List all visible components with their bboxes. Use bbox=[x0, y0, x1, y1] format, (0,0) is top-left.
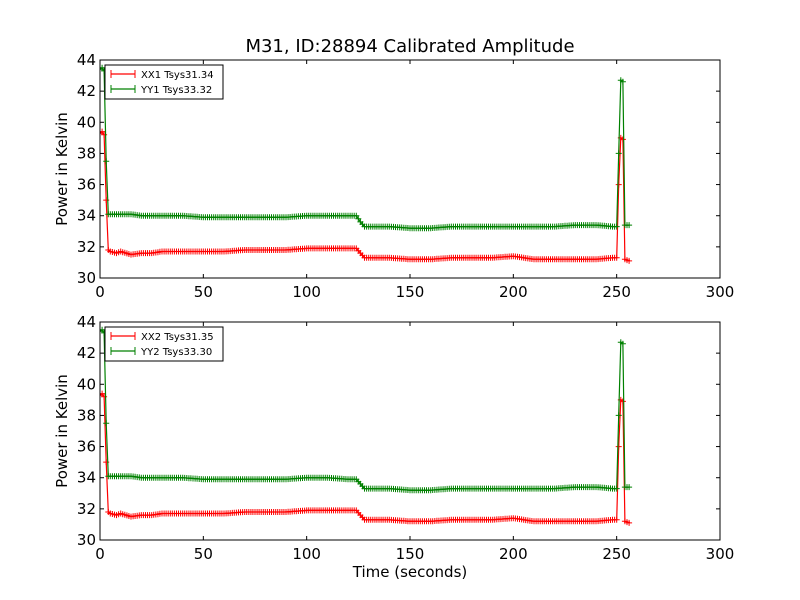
y-tick-label-1: 36 bbox=[77, 176, 96, 194]
legend-entry-xx1-label: XX1 Tsys31.34 bbox=[141, 70, 214, 81]
figure-title: M31, ID:28894 Calibrated Amplitude bbox=[245, 36, 574, 57]
series-yy2-markers bbox=[100, 326, 633, 494]
y-tick-label-2: 34 bbox=[77, 469, 96, 487]
legend-entry-yy1-label: YY1 Tsys33.32 bbox=[140, 85, 212, 96]
x-tick-label-1: 0 bbox=[95, 283, 105, 301]
y-tick-label-2: 40 bbox=[77, 375, 96, 393]
series-yy2-marker bbox=[103, 420, 110, 427]
series-xx1-marker bbox=[619, 136, 626, 143]
legend-entry-yy2-marker bbox=[110, 347, 136, 355]
legend-entry-yy1-marker bbox=[110, 85, 136, 93]
y-axis-label-1: Power in Kelvin bbox=[53, 112, 71, 226]
y-axis-label-2: Power in Kelvin bbox=[53, 374, 71, 488]
series-yy2-marker bbox=[619, 340, 626, 347]
series-xx1-marker bbox=[615, 181, 622, 188]
series-yy2-marker bbox=[626, 484, 633, 491]
plot-area-2 bbox=[100, 326, 633, 526]
legend-entry-xx2-marker bbox=[110, 332, 136, 340]
legend-entry-xx2-label: XX2 Tsys31.35 bbox=[141, 332, 214, 343]
y-tick-label-1: 34 bbox=[77, 207, 96, 225]
legend-box-1 bbox=[104, 64, 224, 100]
series-xx2-marker bbox=[619, 398, 626, 405]
series-yy1-marker bbox=[626, 222, 633, 229]
x-tick-label-1: 50 bbox=[194, 283, 213, 301]
y-tick-label-1: 38 bbox=[77, 144, 96, 162]
x-axis-1: 0 50 100 150 200 250 300 bbox=[95, 60, 734, 301]
series-yy1-marker bbox=[353, 212, 360, 219]
series-yy2-marker bbox=[613, 485, 620, 492]
series-yy1-marker bbox=[103, 158, 110, 165]
panels: 0 50 100 150 200 250 3003032343638404244Power … bbox=[53, 51, 734, 563]
x-tick-label-1: 150 bbox=[396, 283, 425, 301]
series-xx2-marker bbox=[613, 516, 620, 523]
plot-area-1 bbox=[100, 64, 633, 264]
series-xx2-marker bbox=[615, 443, 622, 450]
x-tick-label-1: 300 bbox=[706, 283, 735, 301]
y-tick-label-1: 40 bbox=[77, 113, 96, 131]
legend-box-2 bbox=[104, 326, 224, 362]
legend-entry-yy2-label: YY2 Tsys33.30 bbox=[140, 347, 212, 358]
series-yy1-marker bbox=[355, 215, 362, 222]
series-xx1-marker bbox=[626, 257, 633, 264]
y-tick-label-1: 44 bbox=[77, 51, 96, 69]
x-tick-label-2: 150 bbox=[396, 545, 425, 563]
x-tick-label-2: 200 bbox=[499, 545, 528, 563]
y-tick-label-2: 38 bbox=[77, 406, 96, 424]
series-yy1-marker bbox=[615, 150, 622, 157]
x-tick-label-1: 200 bbox=[499, 283, 528, 301]
x-tick-label-2: 0 bbox=[95, 545, 105, 563]
y-tick-label-1: 30 bbox=[77, 269, 96, 287]
y-tick-label-2: 32 bbox=[77, 500, 96, 518]
x-tick-label-2: 100 bbox=[292, 545, 321, 563]
y-tick-label-2: 36 bbox=[77, 438, 96, 456]
series-xx2-markers bbox=[100, 390, 633, 526]
y-tick-label-2: 44 bbox=[77, 313, 96, 331]
x-tick-label-1: 100 bbox=[292, 283, 321, 301]
chart-panel-1: 0 50 100 150 200 250 300 30 32 34 36 38 40 42 44 Power … bbox=[53, 51, 734, 301]
x-axis-2: 0 50 100 150 200 250 300 bbox=[95, 322, 734, 563]
x-tick-label-2: 250 bbox=[602, 545, 631, 563]
x-tick-label-1: 250 bbox=[602, 283, 631, 301]
x-tick-label-2: 300 bbox=[706, 545, 735, 563]
series-yy2-marker bbox=[615, 412, 622, 419]
series-yy1-marker bbox=[619, 78, 626, 85]
y-axis-1: 30 32 34 36 38 40 42 44 bbox=[77, 51, 720, 287]
y-axis-2: 30 32 34 36 38 40 42 44 bbox=[77, 313, 720, 549]
y-tick-label-2: 42 bbox=[77, 344, 96, 362]
y-tick-label-2: 30 bbox=[77, 531, 96, 549]
legend-2: XX2 Tsys31.35 YY2 Tsys33.30 bbox=[104, 326, 224, 362]
series-xx1-markers bbox=[100, 128, 633, 264]
series-xx2-marker bbox=[626, 519, 633, 526]
x-axis-label: Time (seconds) bbox=[352, 563, 468, 581]
y-tick-label-1: 32 bbox=[77, 238, 96, 256]
y-tick-label-1: 42 bbox=[77, 82, 96, 100]
legend-entry-xx1-marker bbox=[110, 70, 136, 78]
legend-1: XX1 Tsys31.34 YY1 Tsys33.32 bbox=[104, 64, 224, 100]
series-xx1-marker bbox=[613, 254, 620, 261]
series-yy1-marker bbox=[613, 223, 620, 230]
chart-panel-2: 0 50 100 150 200 250 300 30 32 34 36 38 40 42 44 Power … bbox=[53, 313, 734, 563]
series-yy1-markers bbox=[100, 64, 633, 232]
x-tick-label-2: 50 bbox=[194, 545, 213, 563]
